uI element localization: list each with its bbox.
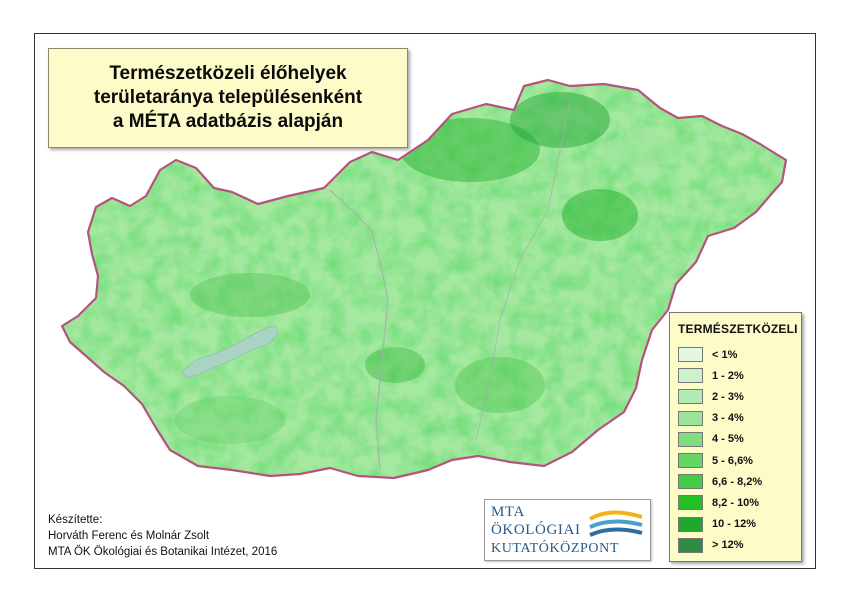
credits-line-3: MTA ÖK Ökológiai és Botanikai Intézet, 2…: [48, 546, 278, 558]
map-title-box: Természetközeli élőhelyek területaránya …: [48, 48, 408, 148]
legend-label: 5 - 6,6%: [712, 454, 753, 467]
legend-label: < 1%: [712, 348, 738, 361]
legend-label: 2 - 3%: [712, 390, 744, 403]
logo-line-kutatokozpont: KUTATÓKÖZPONT: [491, 541, 620, 556]
legend-swatch: [678, 495, 703, 511]
map-title-line-3: a MÉTA adatbázis alapján: [112, 111, 344, 132]
logo-line-mta: MTA: [491, 504, 525, 520]
country-border: [60, 78, 788, 480]
credits-line-1: Készítette:: [48, 514, 103, 526]
legend-swatch: [678, 474, 703, 490]
legend-title: TERMÉSZETKÖZELI: [678, 322, 798, 336]
legend-swatch: [678, 516, 703, 532]
legend-swatch: [678, 431, 703, 447]
legend-swatch: [678, 410, 703, 426]
tisza-river: [475, 99, 571, 441]
legend-label: 6,6 - 8,2%: [712, 475, 763, 488]
legend-swatch: [678, 368, 703, 384]
zone-bukk: [510, 92, 610, 148]
legend-item: 5 - 6,6%: [678, 450, 793, 471]
zone-south-plain: [455, 357, 545, 413]
legend-label: 4 - 5%: [712, 433, 744, 446]
logo-waves-icon: [588, 510, 643, 537]
zone-bakony: [190, 273, 310, 317]
zone-northeast-light: [605, 132, 675, 168]
logo-line-okologiai: ÖKOLÓGIAI: [491, 522, 581, 538]
legend-swatch: [678, 347, 703, 363]
legend-item: 4 - 5%: [678, 429, 793, 450]
legend-item: > 12%: [678, 535, 793, 556]
legend-item: 6,6 - 8,2%: [678, 471, 793, 492]
legend-label: 3 - 4%: [712, 412, 744, 425]
zone-kiskunsag: [365, 347, 425, 383]
legend-swatch: [678, 453, 703, 469]
legend-item: 1 - 2%: [678, 365, 793, 386]
legend-label: 1 - 2%: [712, 369, 744, 382]
legend-item: 2 - 3%: [678, 386, 793, 407]
legend-item: 8,2 - 10%: [678, 492, 793, 513]
map-legend: TERMÉSZETKÖZELI < 1% 1 - 2% 2 - 3% 3 - 4% 4 …: [669, 312, 802, 562]
legend-swatch: [678, 537, 703, 553]
map-title-line-1: Természetközeli élőhelyek: [109, 63, 347, 84]
legend-item: 10 - 12%: [678, 514, 793, 535]
legend-item: < 1%: [678, 344, 793, 365]
credits: Készítette: Horváth Ferenc és Molnár Zso…: [48, 512, 277, 560]
zone-southwest: [175, 396, 285, 444]
lake-balaton: [181, 325, 279, 379]
map-title-line-2: területaránya településenként: [93, 87, 363, 108]
legend-item: 3 - 4%: [678, 408, 793, 429]
zone-hortobagy: [562, 189, 638, 241]
mta-ok-logo: MTA ÖKOLÓGIAI KUTATÓKÖZPONT: [484, 499, 651, 561]
danube-river: [329, 189, 389, 471]
credits-line-2: Horváth Ferenc és Molnár Zsolt: [48, 530, 210, 542]
legend-rows: < 1% 1 - 2% 2 - 3% 3 - 4% 4 - 5% 5 - 6,6% 6,6 …: [678, 344, 793, 556]
legend-label: > 12%: [712, 539, 744, 552]
legend-label: 8,2 - 10%: [712, 496, 760, 509]
legend-label: 10 - 12%: [712, 518, 757, 531]
legend-swatch: [678, 389, 703, 405]
